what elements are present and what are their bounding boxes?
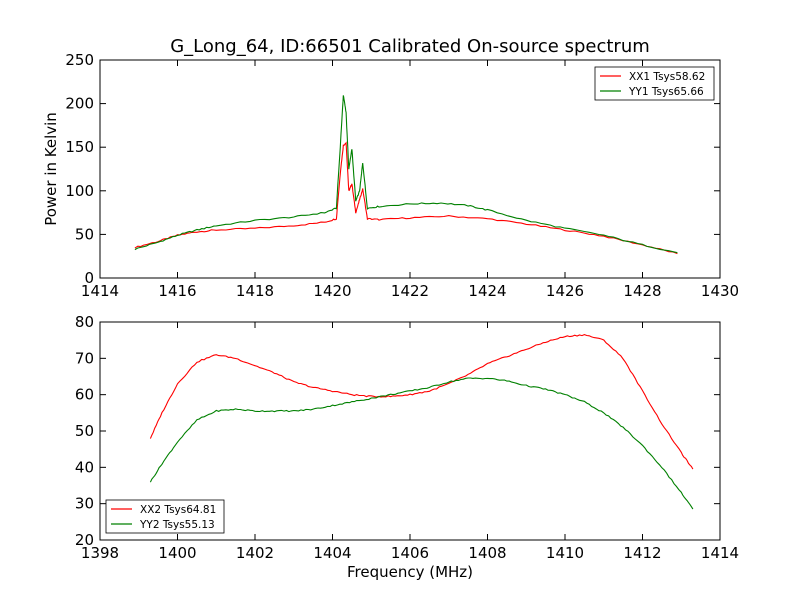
legend-entry-label: XX2 Tsys64.81 bbox=[140, 504, 216, 516]
y-tick-label: 60 bbox=[75, 386, 94, 404]
x-tick-label: 1422 bbox=[391, 282, 429, 300]
top-legend: XX1 Tsys58.62 YY1 Tsys65.66 bbox=[594, 66, 715, 101]
x-tick-label: 1400 bbox=[158, 544, 196, 562]
series-line-2 bbox=[134, 95, 678, 254]
x-tick-label: 1408 bbox=[468, 544, 506, 562]
bottom-legend: XX2 Tsys64.81 YY2 Tsys55.13 bbox=[105, 499, 225, 534]
legend-box bbox=[594, 66, 715, 101]
x-tick-label: 1410 bbox=[546, 544, 584, 562]
chart-title: G_Long_64, ID:66501 Calibrated On-source… bbox=[170, 36, 650, 57]
legend-entry-label: YY1 Tsys65.66 bbox=[628, 86, 704, 98]
y-tick-label: 50 bbox=[75, 225, 94, 243]
series-line-1 bbox=[149, 334, 694, 470]
series-line-1 bbox=[134, 141, 678, 255]
x-tick-label: 1424 bbox=[468, 282, 506, 300]
x-tick-label: 1402 bbox=[236, 544, 274, 562]
top-y-axis-label: Power in Kelvin bbox=[42, 112, 60, 226]
x-tick-label: 1406 bbox=[391, 544, 429, 562]
x-tick-label: 1428 bbox=[623, 282, 661, 300]
x-tick-label: 1398 bbox=[81, 544, 119, 562]
x-tick-label: 1412 bbox=[623, 544, 661, 562]
top-plot-lines bbox=[134, 95, 678, 255]
y-tick-label: 50 bbox=[75, 422, 94, 440]
bottom-x-axis-label: Frequency (MHz) bbox=[347, 563, 473, 581]
top-panel: 1414 1416 1418 1420 1422 1424 1426 1428 1430 0 50 1… bbox=[42, 51, 739, 300]
y-tick-label: 0 bbox=[84, 269, 94, 287]
legend-entry-label: YY2 Tsys55.13 bbox=[139, 519, 215, 531]
y-tick-label: 150 bbox=[65, 138, 94, 156]
y-tick-label: 20 bbox=[75, 531, 94, 549]
x-tick-label: 1420 bbox=[313, 282, 351, 300]
y-tick-label: 40 bbox=[75, 458, 94, 476]
x-tick-label: 1414 bbox=[701, 544, 739, 562]
bottom-ticks: 1398 1400 1402 1404 1406 1408 1410 1412 1414 20 30… bbox=[75, 313, 739, 562]
y-tick-label: 100 bbox=[65, 182, 94, 200]
y-tick-label: 200 bbox=[65, 95, 94, 113]
x-tick-label: 1414 bbox=[81, 282, 119, 300]
y-tick-label: 80 bbox=[75, 313, 94, 331]
bottom-plot-lines bbox=[149, 334, 694, 510]
x-tick-label: 1430 bbox=[701, 282, 739, 300]
y-tick-label: 70 bbox=[75, 349, 94, 367]
y-tick-label: 30 bbox=[75, 495, 94, 513]
x-tick-label: 1426 bbox=[546, 282, 584, 300]
legend-box bbox=[105, 499, 225, 534]
y-tick-label: 250 bbox=[65, 51, 94, 69]
legend-entry-label: XX1 Tsys58.62 bbox=[629, 71, 705, 83]
x-tick-label: 1404 bbox=[313, 544, 351, 562]
x-tick-label: 1416 bbox=[158, 282, 196, 300]
top-ticks: 1414 1416 1418 1420 1422 1424 1426 1428 1430 0 50 1… bbox=[65, 51, 739, 300]
x-tick-label: 1418 bbox=[236, 282, 274, 300]
bottom-panel: 1398 1400 1402 1404 1406 1408 1410 1412 1414 20 30… bbox=[75, 313, 739, 581]
series-line-2 bbox=[149, 377, 694, 510]
